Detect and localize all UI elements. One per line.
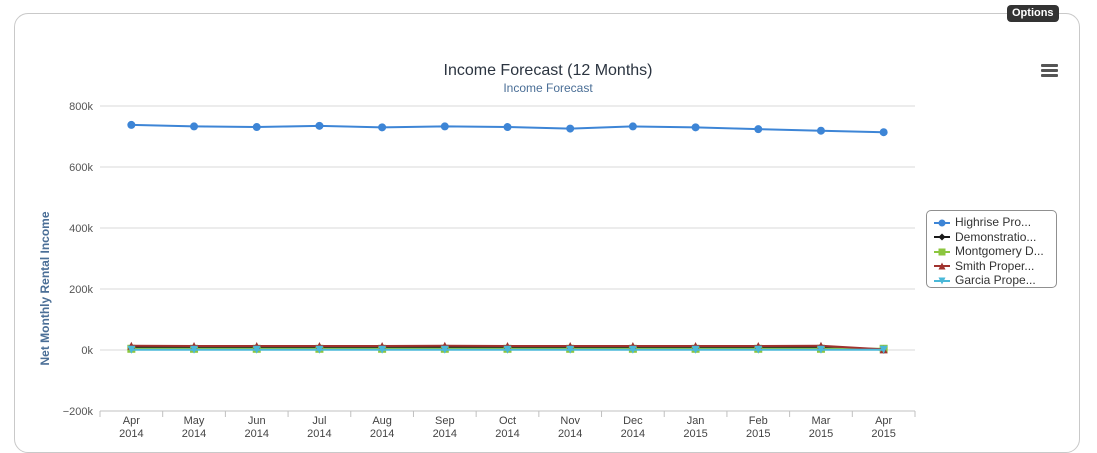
data-point[interactable] [566,124,575,133]
x-tick-label: May 2014 [182,415,206,440]
data-point[interactable] [628,122,637,131]
series-group [127,120,888,354]
data-point[interactable] [754,125,763,134]
data-point[interactable] [754,345,763,354]
options-button[interactable]: Options [1007,5,1059,22]
legend-item-3[interactable]: Montgomery D... [933,244,1056,259]
x-tick-label: Apr 2014 [119,415,143,440]
legend-item-2[interactable]: Demonstratio... [933,230,1056,245]
y-tick-label: 400k [69,223,93,235]
data-point[interactable] [816,126,825,135]
legend-label: Garcia Prope... [955,273,1036,287]
data-point[interactable] [691,123,700,132]
data-point[interactable] [816,345,825,354]
legend-label: Highrise Pro... [955,215,1032,229]
series-1[interactable] [127,120,888,137]
x-tick-label: Sep 2014 [433,415,457,440]
data-point[interactable] [252,123,261,132]
data-point[interactable] [503,123,512,132]
y-tick-label: 600k [69,162,93,174]
data-point[interactable] [691,345,700,354]
y-axis-label: Net Monthly Rental Income [38,211,52,365]
data-point[interactable] [378,345,387,354]
axes: −200k 0k 200k 400k 600k 800k Apr 2014 May 2014 Jun… [63,101,916,440]
legend-item-4[interactable]: Smith Proper... [933,259,1056,274]
x-tick-label: Nov 2014 [558,415,582,440]
data-point[interactable] [879,128,888,137]
data-point[interactable] [127,345,136,354]
legend-symbol [934,262,950,270]
x-tick-label: Jun 2014 [244,415,268,440]
legend-symbol [934,248,950,256]
chart-subtitle: Income Forecast [503,81,593,95]
legend: Highrise Pro... Demonstratio... Montgomery… [926,210,1057,288]
data-point[interactable] [440,345,449,354]
hamburger-menu-icon[interactable] [1040,64,1060,82]
data-point[interactable] [315,345,324,354]
line-chart: −200k 0k 200k 400k 600k 800k Apr 2014 May 2014 Jun… [38,101,916,440]
data-point[interactable] [440,122,449,131]
x-tick-label: Jul 2014 [307,415,331,440]
data-point[interactable] [628,345,637,354]
data-point[interactable] [378,123,387,132]
chart-panel [14,13,1080,453]
legend-item-1[interactable]: Highrise Pro... [933,215,1056,230]
legend-symbol [934,277,950,285]
data-point[interactable] [127,120,136,129]
x-tick-label: Jan 2015 [683,415,707,440]
x-tick-label: Oct 2014 [495,415,519,440]
data-point[interactable] [252,345,261,354]
y-tick-label: 0k [81,345,93,357]
chart-title: Income Forecast (12 Months) [443,62,653,79]
data-point[interactable] [315,121,324,130]
x-tick-label: Dec 2014 [621,415,645,440]
data-point[interactable] [190,122,199,131]
data-point[interactable] [503,345,512,354]
legend-symbol [934,219,950,227]
x-tick-label: Mar 2015 [809,415,833,440]
data-point[interactable] [566,345,575,354]
series-5[interactable] [127,345,888,354]
y-tick-label: −200k [63,406,94,418]
legend-label: Montgomery D... [955,244,1044,258]
y-tick-label: 200k [69,284,93,296]
data-point[interactable] [190,345,199,354]
data-point[interactable] [879,345,888,354]
legend-symbol [934,233,950,241]
x-tick-label: Feb 2015 [746,415,770,440]
legend-label: Demonstratio... [955,229,1037,244]
legend-item-5[interactable]: Garcia Prope... [933,273,1056,288]
x-tick-label: Aug 2014 [370,415,394,440]
legend-label: Smith Proper... [955,258,1035,273]
x-tick-label: Apr 2015 [871,415,895,440]
y-tick-label: 800k [69,101,93,113]
grid [100,105,915,412]
